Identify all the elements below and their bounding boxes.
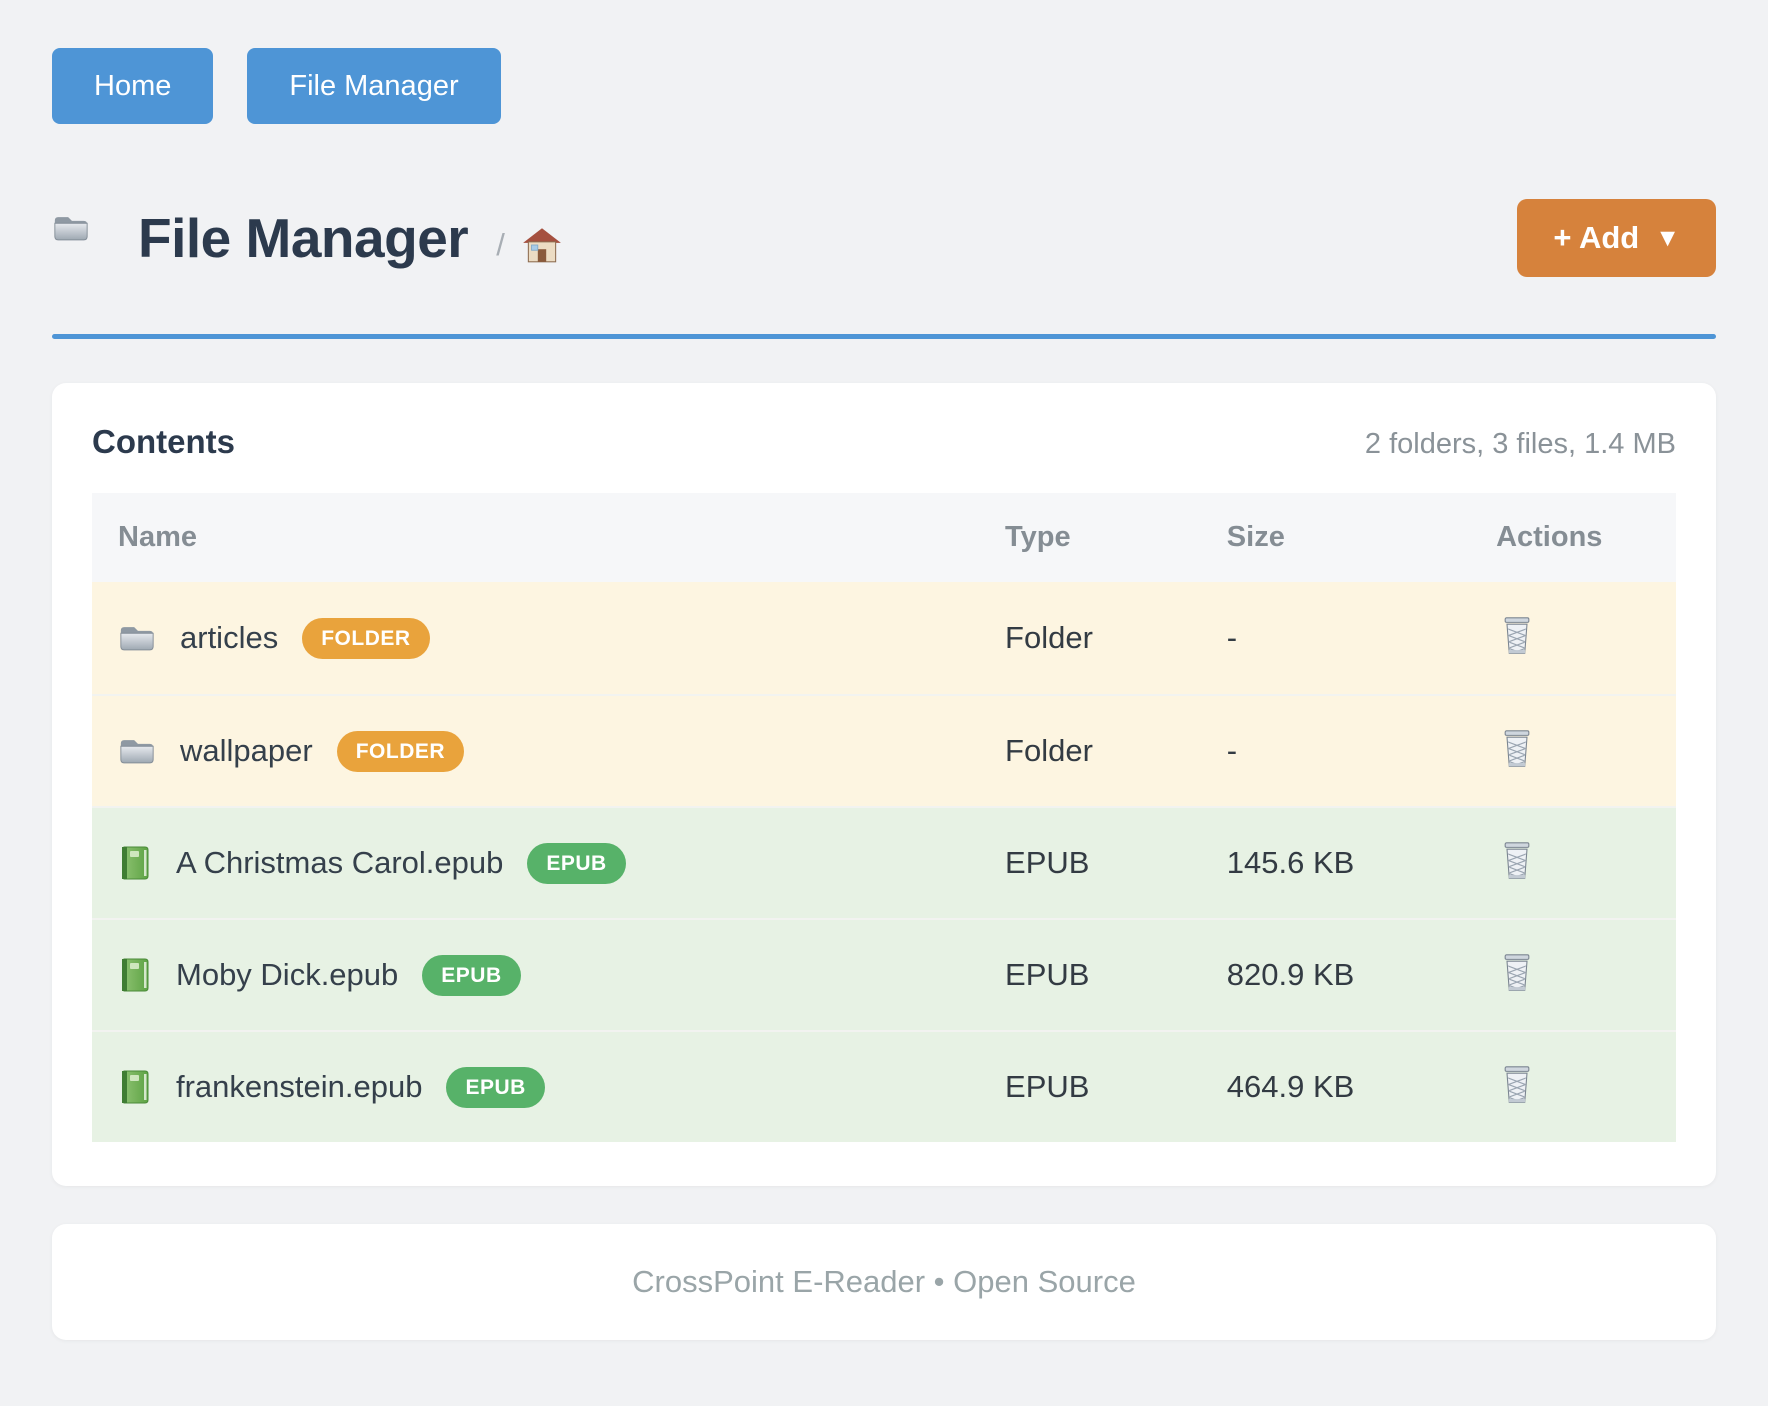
- page-header: File Manager / + Add ▼: [52, 196, 1716, 280]
- breadcrumb: /: [496, 225, 563, 265]
- type-cell: Folder: [979, 694, 1201, 806]
- file-name-link[interactable]: Moby Dick.epub: [176, 957, 399, 992]
- folder-icon: [118, 734, 156, 768]
- footer-text: CrossPoint E-Reader • Open Source: [632, 1264, 1136, 1299]
- file-name-link[interactable]: A Christmas Carol.epub: [176, 845, 504, 880]
- caret-down-icon: ▼: [1655, 223, 1680, 252]
- delete-button[interactable]: [1496, 1061, 1538, 1109]
- folder-icon: [52, 211, 116, 265]
- contents-card: Contents 2 folders, 3 files, 1.4 MB Name…: [52, 383, 1716, 1186]
- table-header-row: Name Type Size Actions: [92, 493, 1676, 582]
- contents-summary: 2 folders, 3 files, 1.4 MB: [1364, 428, 1676, 460]
- size-cell: 464.9 KB: [1200, 1030, 1471, 1142]
- add-button-label: + Add: [1553, 220, 1640, 255]
- table-row: A Christmas Carol.epub EPUB EPUB 145.6 K…: [92, 806, 1676, 918]
- green-book-icon: [118, 956, 152, 994]
- footer: CrossPoint E-Reader • Open Source: [52, 1224, 1716, 1340]
- trash-icon: [1500, 869, 1534, 884]
- type-cell: EPUB: [979, 1030, 1201, 1142]
- trash-icon: [1500, 644, 1534, 659]
- house-icon[interactable]: [521, 225, 563, 265]
- page-title: File Manager: [138, 207, 469, 269]
- table-row: wallpaper FOLDER Folder -: [92, 694, 1676, 806]
- top-nav: Home File Manager: [52, 48, 1716, 124]
- size-cell: -: [1200, 694, 1471, 806]
- home-button[interactable]: Home: [52, 48, 214, 124]
- green-book-icon: [118, 844, 152, 882]
- file-table: Name Type Size Actions articles FOLDER F…: [92, 493, 1676, 1142]
- delete-button[interactable]: [1496, 949, 1538, 997]
- add-button[interactable]: + Add ▼: [1517, 199, 1716, 277]
- file-manager-button[interactable]: File Manager: [247, 48, 501, 124]
- epub-badge: EPUB: [527, 842, 626, 884]
- breadcrumb-separator: /: [496, 227, 505, 262]
- trash-icon: [1500, 757, 1534, 772]
- type-cell: Folder: [979, 582, 1201, 694]
- trash-icon: [1500, 981, 1534, 996]
- type-cell: EPUB: [979, 806, 1201, 918]
- folder-icon: [118, 621, 156, 655]
- file-name-link[interactable]: wallpaper: [180, 733, 313, 768]
- contents-title: Contents: [92, 423, 235, 460]
- title-divider: [52, 334, 1716, 339]
- green-book-icon: [118, 1068, 152, 1106]
- file-name-link[interactable]: frankenstein.epub: [176, 1069, 423, 1104]
- size-cell: 145.6 KB: [1200, 806, 1471, 918]
- contents-header: Contents 2 folders, 3 files, 1.4 MB: [92, 423, 1676, 461]
- column-header-type: Type: [979, 493, 1201, 582]
- delete-button[interactable]: [1496, 837, 1538, 885]
- folder-badge: FOLDER: [336, 730, 465, 772]
- table-row: articles FOLDER Folder -: [92, 582, 1676, 694]
- column-header-name: Name: [92, 493, 980, 582]
- trash-icon: [1500, 1093, 1534, 1108]
- file-name-link[interactable]: articles: [180, 620, 279, 655]
- table-row: frankenstein.epub EPUB EPUB 464.9 KB: [92, 1030, 1676, 1142]
- size-cell: -: [1200, 582, 1471, 694]
- delete-button[interactable]: [1496, 612, 1538, 660]
- type-cell: EPUB: [979, 918, 1201, 1030]
- folder-badge: FOLDER: [302, 617, 430, 659]
- column-header-actions: Actions: [1470, 493, 1676, 582]
- epub-badge: EPUB: [422, 954, 521, 996]
- epub-badge: EPUB: [446, 1066, 545, 1108]
- delete-button[interactable]: [1496, 725, 1538, 773]
- column-header-size: Size: [1200, 493, 1471, 582]
- size-cell: 820.9 KB: [1200, 918, 1471, 1030]
- table-row: Moby Dick.epub EPUB EPUB 820.9 KB: [92, 918, 1676, 1030]
